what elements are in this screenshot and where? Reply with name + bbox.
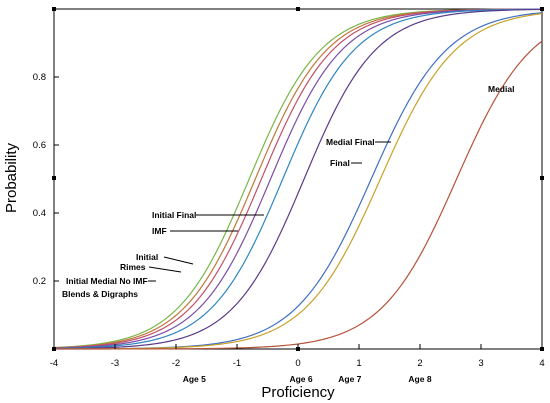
age-label-1: Age 6: [289, 374, 312, 384]
series-line-4: [53, 8, 543, 350]
series-annotations: Blends & Digraphs Initial Medial No IMF Ri…: [62, 84, 514, 299]
series-label-8: Medial: [488, 84, 514, 94]
plot-area: [53, 8, 543, 350]
x-tick-label: 4: [539, 358, 544, 369]
x-tick-label: 1: [356, 358, 361, 369]
series-label-7: Final: [330, 158, 350, 168]
series-label-0: Blends & Digraphs: [62, 289, 138, 299]
y-tick-label: 0.6: [33, 140, 46, 151]
frame-handle: [540, 347, 544, 351]
series-line-3: [53, 8, 543, 349]
series-line-8: [54, 40, 543, 350]
series-label-6: Medial Final: [326, 137, 375, 147]
frame-handle: [540, 7, 544, 11]
x-axis-title: Proficiency: [261, 384, 335, 401]
x-tick-label: -2: [172, 358, 180, 369]
y-tick-label: 0.8: [33, 72, 46, 83]
x-tick-label: 0: [295, 358, 300, 369]
x-tick-label: -1: [233, 358, 241, 369]
y-ticks: 0.2 0.4 0.6 0.8: [33, 7, 544, 351]
series-leader-line: [163, 256, 194, 265]
series-leader-line: [148, 266, 182, 273]
x-tick-label: 3: [478, 358, 483, 369]
y-axis-title: Probability: [3, 142, 20, 213]
x-tick-label: 2: [417, 358, 422, 369]
series-line-5: [53, 8, 543, 350]
series-label-3: Initial: [136, 252, 158, 262]
frame-handle: [52, 347, 56, 351]
frame-handle: [296, 347, 300, 351]
frame-handle: [52, 176, 56, 180]
x-tick-label: -3: [111, 358, 119, 369]
frame-handle: [296, 7, 300, 11]
age-label-0: Age 5: [183, 374, 206, 384]
series-label-1: Initial Medial No IMF: [66, 276, 148, 286]
age-labels: Age 5 Age 6 Age 7 Age 8: [183, 374, 432, 384]
series-label-5: IMF: [152, 226, 167, 236]
x-tick-label: -4: [50, 358, 58, 369]
age-label-2: Age 7: [338, 374, 361, 384]
y-tick-label: 0.2: [33, 276, 46, 287]
y-tick-label: 0.4: [33, 208, 46, 219]
series-label-4: Initial Final: [152, 210, 196, 220]
series-label-2: Rimes: [120, 262, 146, 272]
age-label-3: Age 8: [408, 374, 431, 384]
curves-group: [53, 8, 543, 350]
frame-handle: [540, 176, 544, 180]
frame-handle: [52, 7, 56, 11]
